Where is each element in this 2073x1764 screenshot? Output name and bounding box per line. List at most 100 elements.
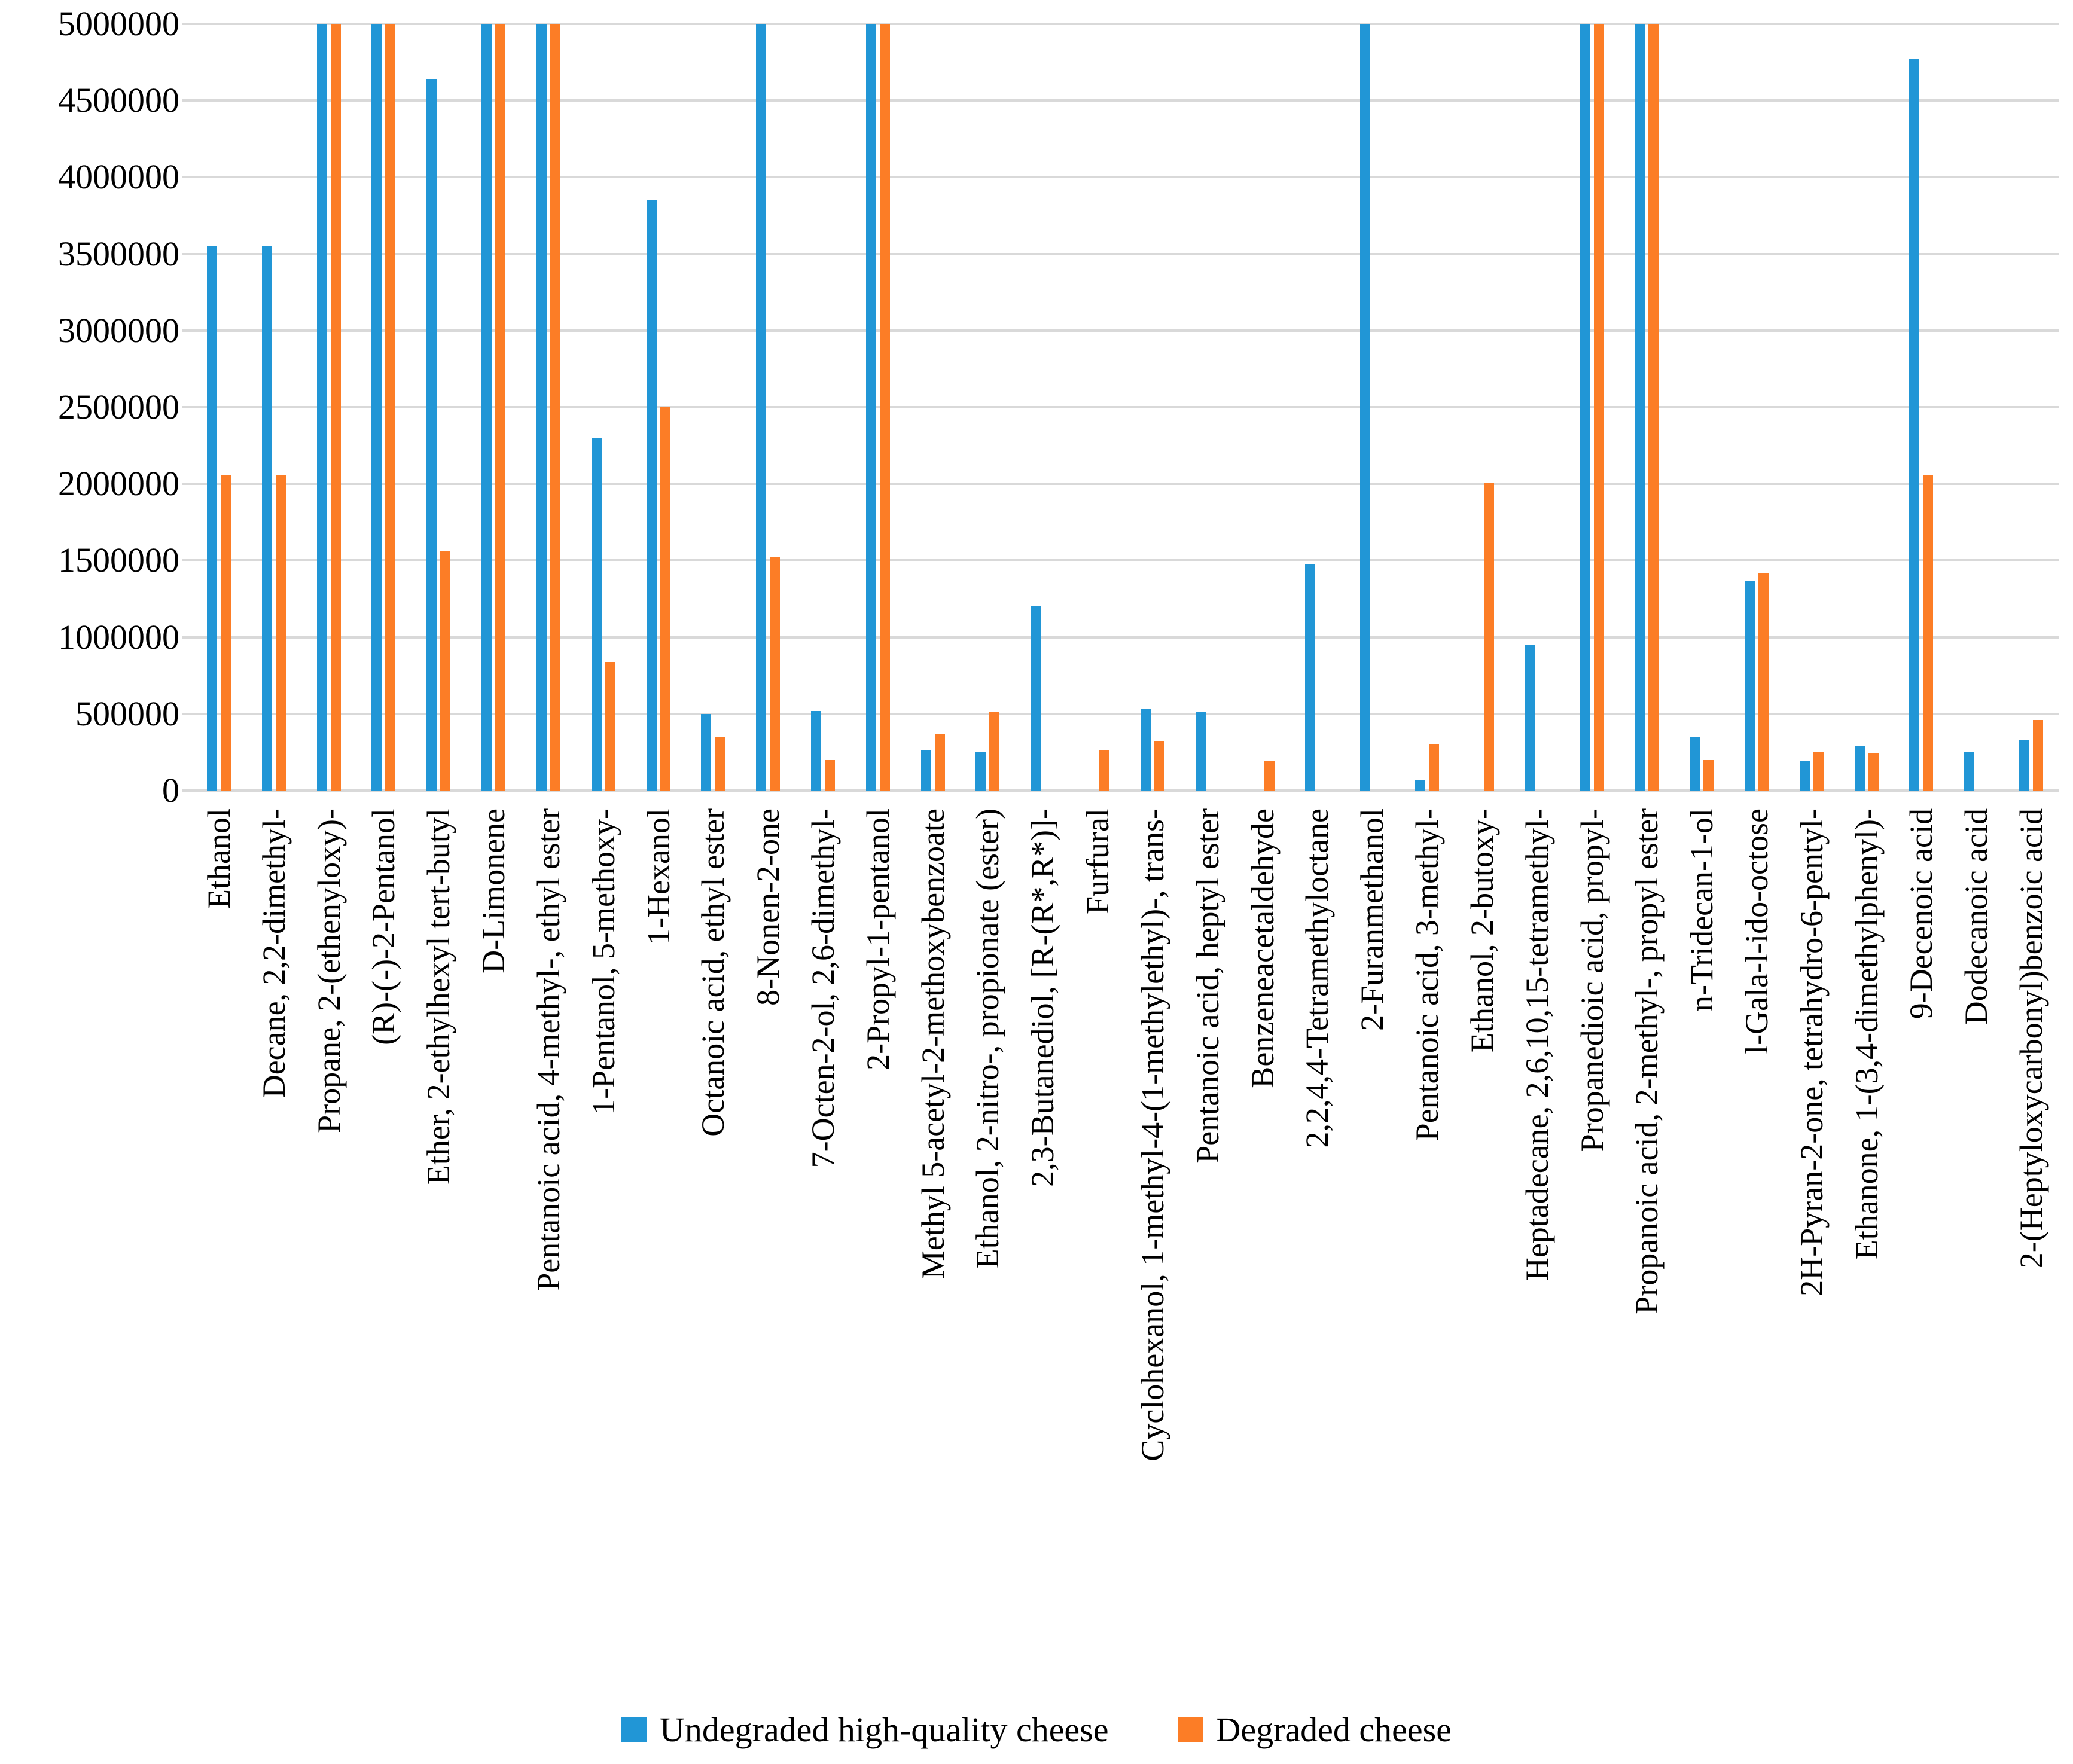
x-axis-label: Pentanoic acid, heptyl ester (1190, 808, 1225, 1164)
bar-series1 (975, 752, 986, 791)
gridline (191, 406, 2059, 408)
gridline (191, 253, 2059, 255)
bar-series2 (660, 407, 670, 791)
bar-series2 (1429, 744, 1439, 791)
bar-series1 (1141, 709, 1151, 791)
x-axis-label: 9-Decenoic acid (1903, 808, 1939, 1020)
bar-series1 (701, 714, 711, 791)
legend-item-2: Degraded cheese (1177, 1710, 1452, 1749)
y-axis-tick-label: 5000000 (58, 4, 179, 43)
y-axis-tick (182, 789, 191, 792)
bar-series2 (385, 24, 395, 791)
bar-series1 (1635, 24, 1645, 791)
bar-series1 (1580, 24, 1590, 791)
bar-series1 (1415, 780, 1425, 791)
bar-series2 (1868, 753, 1879, 791)
bar-series1 (1360, 24, 1370, 791)
bar-series1 (1031, 606, 1041, 791)
bar-series2 (1264, 761, 1275, 791)
bar-series2 (440, 551, 450, 791)
bar-series2 (276, 475, 286, 791)
bar-series1 (866, 24, 876, 791)
legend-swatch-icon (1177, 1717, 1203, 1742)
x-axis-label: Decane, 2,2-dimethyl- (256, 808, 292, 1098)
y-axis-tick (182, 636, 191, 639)
gridline (191, 483, 2059, 485)
bar-series2 (1923, 475, 1933, 791)
bar-series1 (371, 24, 382, 791)
x-axis-label: Ethanol, 2-butoxy- (1464, 808, 1500, 1052)
y-axis-tick-label: 1000000 (58, 618, 179, 657)
legend-item-1: Undegraded high-quality cheese (621, 1711, 1109, 1749)
x-axis-label: 1-Hexanol (641, 808, 676, 945)
x-axis-label: Heptadecane, 2,6,10,15-tetramethyl- (1519, 808, 1555, 1281)
legend-label: Degraded cheese (1215, 1710, 1452, 1749)
bar-series2 (2033, 720, 2043, 791)
bar-series1 (426, 79, 437, 791)
bar-series1 (1855, 746, 1865, 791)
bar-series2 (1758, 573, 1769, 791)
bar-series2 (880, 24, 890, 791)
y-axis-tick (182, 23, 191, 25)
bar-series1 (921, 750, 931, 791)
legend-swatch-icon (621, 1717, 647, 1742)
bar-series1 (1525, 645, 1535, 791)
y-axis-tick-label: 1500000 (58, 541, 179, 579)
y-axis-tick-label: 3000000 (58, 311, 179, 350)
x-axis-label: 1-Pentanol, 5-methoxy- (586, 808, 621, 1115)
bar-series1 (1909, 59, 1919, 791)
y-axis-tick-label: 3500000 (58, 234, 179, 273)
gridline (191, 99, 2059, 102)
bar-series2 (1594, 24, 1604, 791)
x-axis-label: 2,3-Butanediol, [R-(R*,R*)]- (1025, 808, 1060, 1187)
bar-series2 (1648, 24, 1659, 791)
bar-series2 (989, 712, 999, 791)
bar-series1 (756, 24, 766, 791)
x-axis-label: 2-Furanmethanol (1354, 808, 1390, 1031)
plot-area (182, 23, 2059, 792)
bar-series1 (262, 246, 272, 791)
bar-series2 (1703, 760, 1714, 791)
y-axis-tick (182, 329, 191, 332)
bar-series2 (550, 24, 560, 791)
bar-series2 (495, 24, 505, 791)
x-axis-label: Ether, 2-ethylhexyl tert-butyl (420, 808, 456, 1185)
x-axis-label: Ethanol, 2-nitro-, propionate (ester) (970, 808, 1005, 1269)
bar-series1 (592, 438, 602, 791)
bar-series1 (811, 711, 821, 791)
y-axis-tick-label: 500000 (75, 694, 179, 733)
x-axis-label: Propanedioic acid, propyl- (1574, 808, 1610, 1152)
y-axis-tick-label: 4000000 (58, 157, 179, 196)
gridline (191, 713, 2059, 715)
x-axis-label: Pentanoic acid, 3-methyl- (1409, 808, 1445, 1142)
bar-series2 (770, 557, 780, 791)
x-axis-label: Propane, 2-(ethenyloxy)- (311, 808, 347, 1133)
x-axis-label: Methyl 5-acetyl-2-methoxybenzoate (915, 808, 951, 1280)
bar-series1 (1964, 752, 1974, 791)
y-axis-tick-label: 4500000 (58, 81, 179, 120)
x-axis-label: 2-Propyl-1-pentanol (860, 808, 896, 1070)
bar-series2 (221, 475, 231, 791)
bar-series1 (1196, 712, 1206, 791)
x-axis-label: Furfural (1080, 808, 1115, 914)
y-axis-tick (182, 99, 191, 102)
bar-series2 (1099, 750, 1109, 791)
gridline (191, 636, 2059, 639)
x-axis-label: Benzeneacetaldehyde (1245, 808, 1281, 1088)
bar-series1 (317, 24, 327, 791)
y-axis-tick (182, 483, 191, 485)
x-axis-label: 2H-Pyran-2-one, tetrahydro-6-pentyl- (1794, 808, 1830, 1296)
y-axis-tick (182, 253, 191, 255)
legend-label: Undegraded high-quality cheese (660, 1710, 1109, 1749)
x-axis-label: Propanoic acid, 2-methyl-, propyl ester (1629, 808, 1665, 1314)
x-axis-label: Octanoic acid, ethyl ester (695, 808, 731, 1137)
bar-series2 (935, 734, 945, 791)
bar-series1 (2019, 740, 2029, 791)
bar-series1 (1305, 564, 1315, 791)
x-axis-label: l-Gala-l-ido-octose (1739, 808, 1775, 1054)
x-axis-label: Dodecanoic acid (1958, 808, 1994, 1025)
gridline (191, 559, 2059, 561)
y-axis-tick (182, 406, 191, 408)
x-axis-label: 8-Nonen-2-one (750, 808, 786, 1006)
